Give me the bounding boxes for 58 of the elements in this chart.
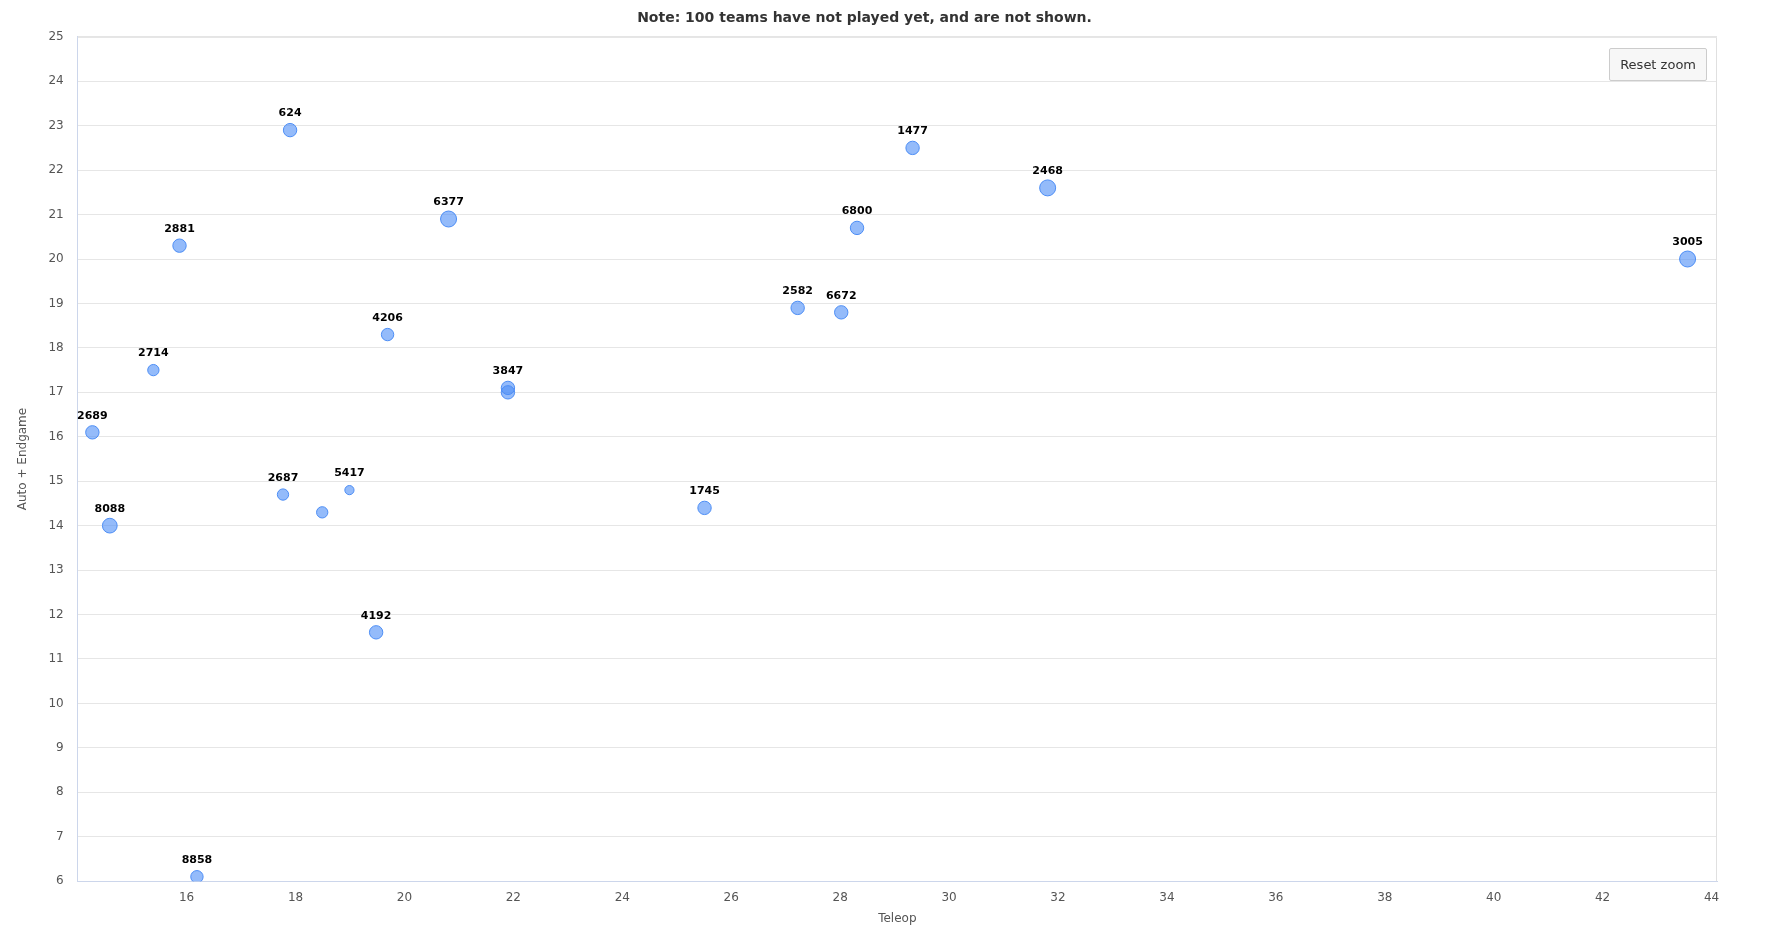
annotation: 8088	[94, 502, 126, 516]
x-axis-title: Teleop	[877, 910, 917, 925]
reset-zoom-button: Reset zoom	[1609, 48, 1707, 81]
x-tick-label: 40	[1486, 889, 1502, 904]
annotation: 1477	[897, 124, 928, 138]
y-axis-title: Auto + Endgame	[15, 407, 30, 511]
y-tick-label: 9	[56, 740, 64, 754]
y-tick-label: 15	[48, 473, 64, 488]
y-tick-label: 19	[48, 295, 64, 310]
annotation: 4192	[360, 608, 392, 622]
annotation: 2689	[77, 408, 108, 422]
annotation: 1745	[689, 484, 720, 498]
x-tick-label: 36	[1268, 889, 1284, 904]
chart-title: Note: 100 teams have not played yet, and are not shown.	[637, 9, 1092, 26]
annotation: 6377	[433, 195, 464, 209]
annotation: 8858	[181, 853, 213, 867]
x-tick-label: 44	[1703, 889, 1720, 904]
x-tick-label: 32	[1050, 889, 1066, 904]
y-tick-label: 10	[48, 695, 64, 710]
y-tick-label: 16	[48, 428, 64, 443]
y-tick-label: 20	[48, 251, 64, 266]
annotation: 3847	[492, 364, 524, 378]
annotation: 2687	[267, 470, 299, 484]
y-tick-label: 14	[48, 517, 64, 532]
y-tick-label: 25	[48, 28, 64, 43]
y-tick-label: 7	[56, 828, 64, 843]
y-tick-label: 22	[48, 162, 64, 177]
x-tick-label: 26	[723, 889, 739, 904]
y-tick-label: 17	[48, 384, 64, 399]
x-tick-label: 30	[941, 889, 957, 904]
annotation: 2714	[138, 346, 170, 360]
x-tick-label: 24	[614, 889, 630, 904]
annotation: 6800	[841, 204, 873, 218]
x-tick-label: 34	[1159, 889, 1175, 904]
annotation: 2881	[164, 222, 195, 236]
annotation: 2468	[1032, 164, 1063, 178]
annotation: 4206	[372, 310, 404, 324]
x-tick-label: 28	[832, 889, 848, 904]
y-tick-label: 23	[48, 117, 64, 132]
annotation: 2582	[782, 284, 813, 298]
y-tick-label: 13	[48, 562, 64, 577]
y-tick-label: 12	[48, 606, 64, 621]
x-tick-label: 16	[178, 889, 195, 904]
annotation: 5417	[334, 466, 365, 480]
annotation: 3005	[1672, 235, 1703, 249]
y-tick-label: 6	[56, 873, 64, 888]
y-tick-label: 11	[48, 651, 64, 666]
y-tick-label: 8	[56, 784, 64, 799]
x-tick-label: 20	[396, 889, 413, 904]
annotation: 6672	[825, 288, 857, 302]
x-tick-label: 38	[1377, 889, 1393, 904]
y-tick-label: 24	[48, 73, 64, 88]
y-tick-label: 18	[48, 340, 64, 355]
x-tick-label: 22	[505, 889, 522, 904]
y-tick-label: 21	[48, 206, 64, 221]
annotation: 624	[278, 106, 302, 120]
x-tick-label: 42	[1594, 889, 1611, 904]
x-tick-label: 18	[287, 889, 304, 904]
